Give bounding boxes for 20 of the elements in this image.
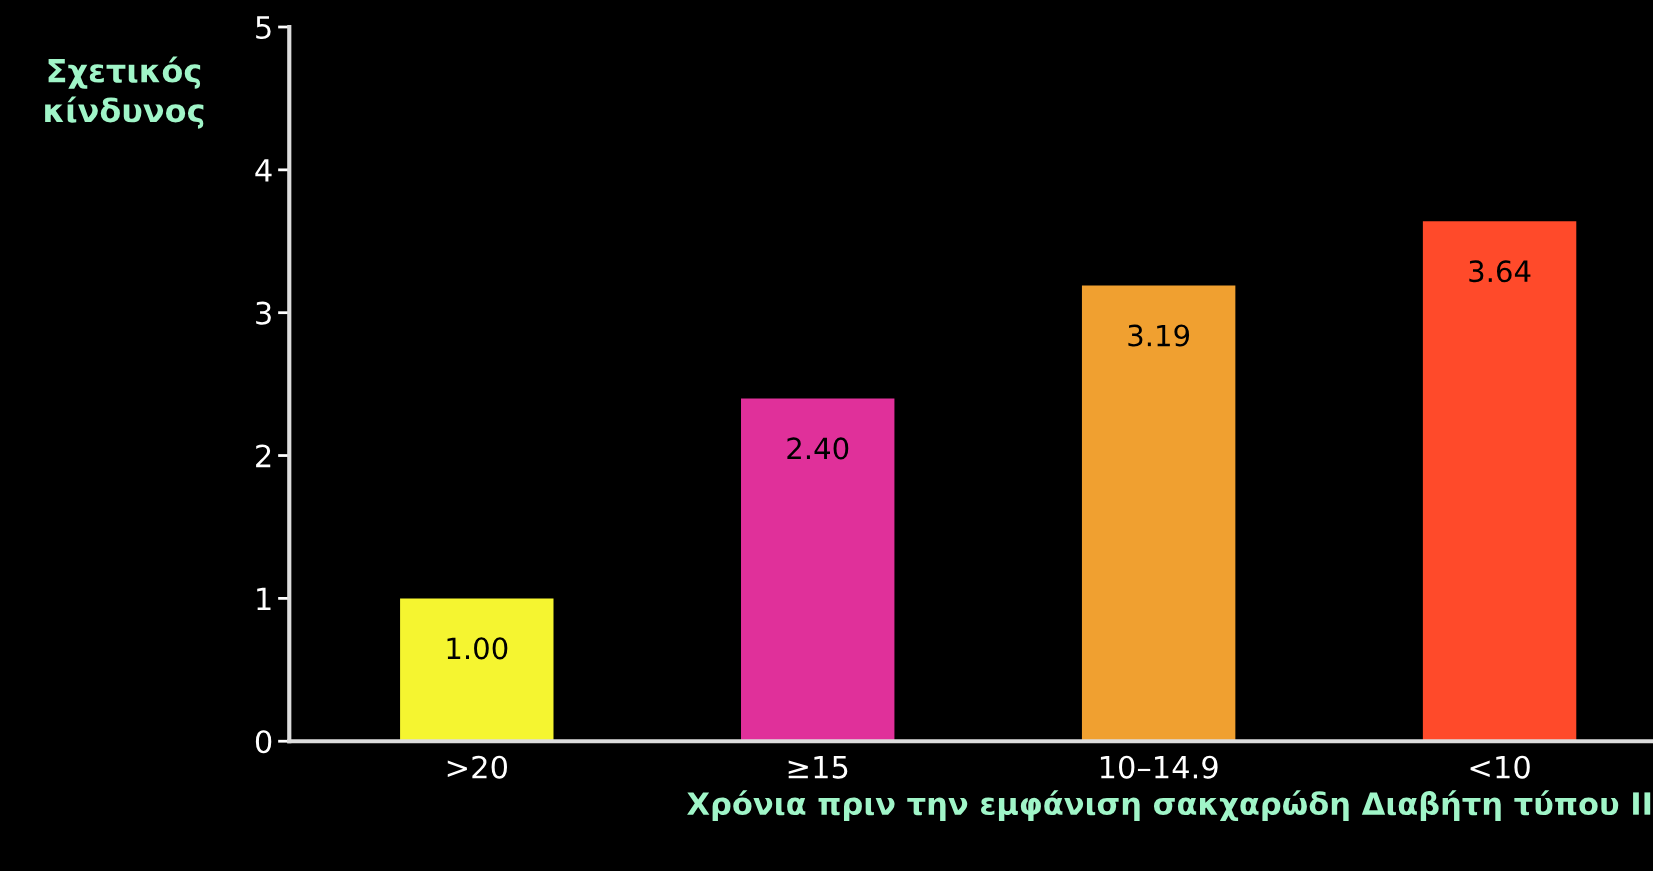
y-tick-label: 3: [256, 301, 271, 325]
x-tick-label: <10: [1470, 755, 1530, 779]
x-tick-label: 10–14.9: [1100, 755, 1218, 779]
y-tick-label: 2: [256, 444, 271, 468]
data-label: 3.19: [1128, 324, 1190, 347]
x-tick-label: ≥15: [788, 756, 848, 779]
y-tick-label: 0: [255, 730, 272, 754]
x-axis-title: Χρόνια πριν την εμφάνιση σακχαρώδη Διαβήτη τύπου II: [687, 790, 1651, 822]
bar: [1081, 285, 1236, 742]
data-label: 3.64: [1469, 260, 1531, 283]
data-label: 1.00: [447, 637, 508, 660]
bar: [1422, 221, 1577, 742]
data-label: 2.40: [787, 437, 849, 460]
y-axis-title: Σχετικός κίνδυνος: [45, 56, 204, 129]
bar: [741, 398, 895, 742]
y-tick-label: 4: [255, 159, 272, 182]
x-tick-label: >20: [447, 755, 507, 779]
y-tick-label: 5: [256, 16, 271, 40]
bar: [400, 598, 554, 742]
y-tick-label: 1: [257, 587, 271, 610]
